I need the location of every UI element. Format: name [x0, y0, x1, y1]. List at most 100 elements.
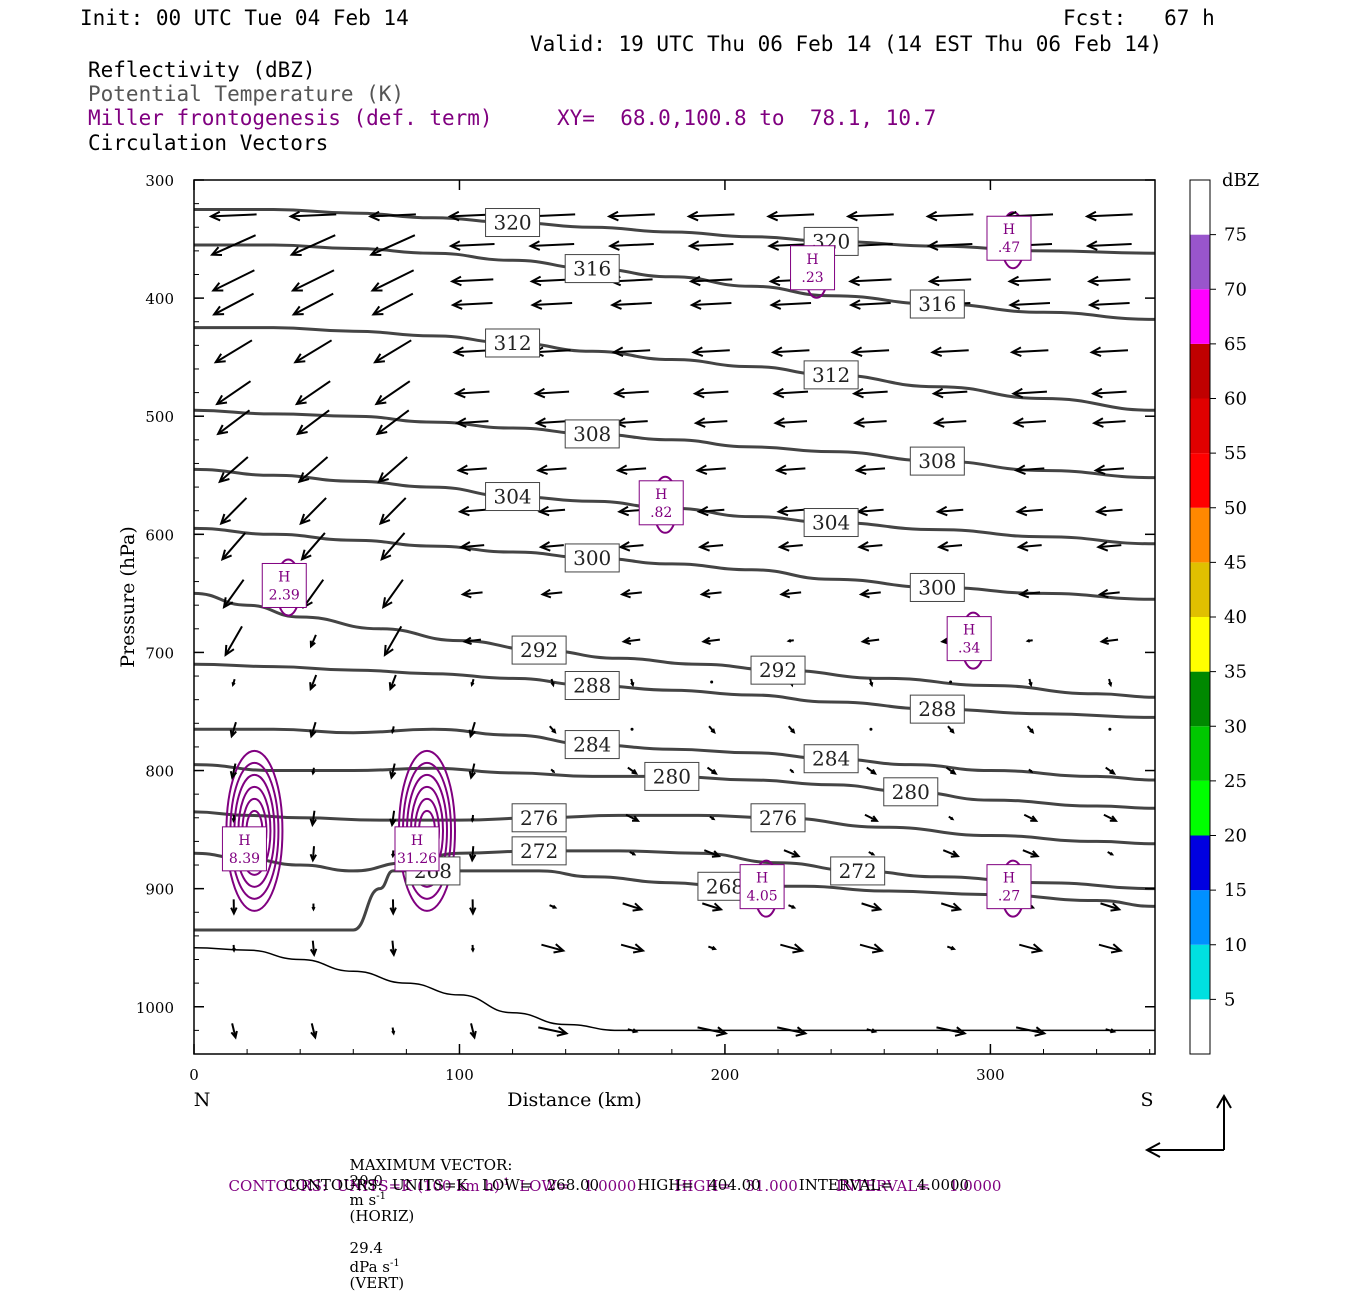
- south-label: S: [1140, 1089, 1153, 1111]
- colorbar-label: 5: [1224, 989, 1235, 1010]
- theta-label-320-0: 320: [486, 209, 540, 237]
- theta-label-280-1: 280: [884, 778, 938, 806]
- vector-head: [392, 854, 394, 856]
- colorbar-label: 15: [1224, 880, 1247, 901]
- vector-head: [392, 730, 394, 733]
- colorbar-label: 10: [1224, 935, 1247, 956]
- colorbar-label: 55: [1224, 443, 1247, 464]
- vector-dot: [1108, 728, 1111, 731]
- vector-head: [472, 948, 474, 950]
- colorbar-segment: [1190, 945, 1210, 1000]
- theta-label-text: 268: [706, 874, 744, 898]
- reference-vector: [1147, 1096, 1231, 1157]
- colorbar-segment: [1190, 344, 1210, 399]
- colorbar-segment: [1190, 617, 1210, 672]
- colorbar-segment: [1190, 890, 1210, 945]
- fronto-max-7: H 4.05: [740, 865, 784, 909]
- theta-label-288-0: 288: [565, 672, 619, 700]
- colorbar-segment: [1190, 508, 1210, 563]
- theta-label-text: 320: [493, 211, 531, 235]
- y-tick-label: 900: [145, 881, 174, 899]
- colorbar-segment: [1190, 781, 1210, 836]
- theta-label-text: 300: [573, 546, 611, 570]
- vector-head: [1028, 640, 1030, 642]
- vector-dot: [949, 680, 952, 683]
- vector-arrow: [392, 850, 394, 856]
- colorbar-segment: [1190, 836, 1210, 891]
- theta-label-text: 316: [918, 292, 956, 316]
- x-tick-label: 0: [189, 1066, 199, 1084]
- max-vector-horiz-tag: (HORIZ): [350, 1207, 415, 1225]
- fronto-max-h: H: [278, 569, 290, 585]
- colorbar-label: 65: [1224, 334, 1247, 355]
- theta-label-292-1: 292: [751, 656, 805, 684]
- theta-label-text: 304: [493, 485, 531, 509]
- theta-label-text: 288: [573, 674, 611, 698]
- theta-label-288-1: 288: [910, 695, 964, 723]
- fronto-max-value: .34: [958, 641, 980, 657]
- fronto-max-6: H .34: [947, 617, 991, 661]
- y-axis-label: Pressure (hPa): [117, 526, 139, 668]
- y-tick-label: 700: [145, 644, 174, 662]
- theta-contour-info: CONTOURS: UNITS=K LOW= 268.00 HIGH= 404.…: [284, 1177, 969, 1193]
- fronto-max-8: H.27: [987, 865, 1031, 909]
- fronto-max-value: 4.05: [747, 889, 778, 905]
- colorbar-label: 30: [1224, 716, 1247, 737]
- vector-arrow: [233, 945, 235, 951]
- vector-dot: [631, 728, 634, 731]
- theta-label-308-1: 308: [910, 447, 964, 475]
- theta-label-text: 276: [759, 806, 797, 830]
- vector-arrow: [233, 815, 235, 821]
- colorbar-segment: [1190, 399, 1210, 454]
- theta-label-text: 308: [573, 422, 611, 446]
- theta-label-304-0: 304: [486, 483, 540, 511]
- x-tick-label: 300: [976, 1066, 1005, 1084]
- colorbar-segment: [1190, 726, 1210, 781]
- y-tick-label: 600: [145, 526, 174, 544]
- theta-label-284-1: 284: [804, 745, 858, 773]
- fronto-max-value: .82: [650, 505, 672, 521]
- theta-label-text: 280: [892, 780, 930, 804]
- theta-label-text: 288: [918, 697, 956, 721]
- theta-label-text: 292: [520, 638, 558, 662]
- colorbar-label: 35: [1224, 662, 1247, 683]
- vector-dot: [710, 680, 713, 683]
- y-tick-label: 1000: [136, 999, 174, 1017]
- colorbar-segment: [1190, 999, 1210, 1054]
- vector-head: [233, 818, 235, 820]
- vector-head: [392, 1031, 394, 1034]
- max-vector-vert-value: 29.4: [350, 1239, 383, 1257]
- theta-label-272-0: 272: [512, 837, 566, 865]
- theta-label-text: 272: [839, 859, 877, 883]
- x-tick-label: 200: [711, 1066, 740, 1084]
- vector-head: [233, 682, 235, 685]
- vector-arrow: [472, 945, 474, 951]
- colorbar-segment: [1190, 453, 1210, 508]
- fronto-max-5: H.47: [987, 216, 1031, 260]
- colorbar-label: 45: [1224, 552, 1247, 573]
- vector-dot: [869, 728, 872, 731]
- fronto-max-value: .47: [998, 240, 1020, 256]
- vector-head: [791, 770, 793, 771]
- theta-label-text: 272: [520, 839, 558, 863]
- fronto-max-0: H2.39: [262, 563, 306, 607]
- x-tick-label: 100: [445, 1066, 474, 1084]
- fronto-max-value: 8.39: [229, 851, 260, 867]
- theta-label-304-1: 304: [804, 509, 858, 537]
- theta-label-text: 312: [812, 363, 850, 387]
- max-vector-vert-tag: (VERT): [350, 1274, 405, 1292]
- fronto-max-h: H: [963, 623, 975, 639]
- vector-head: [472, 682, 474, 685]
- vector-head: [472, 818, 474, 820]
- fronto-max-1: H8.39: [222, 827, 266, 871]
- colorbar-label: 75: [1224, 225, 1247, 246]
- colorbar-label: 50: [1224, 498, 1247, 519]
- theta-label-280-0: 280: [645, 762, 699, 790]
- theta-label-text: 284: [573, 733, 611, 757]
- theta-label-text: 280: [653, 764, 691, 788]
- theta-label-284-0: 284: [565, 731, 619, 759]
- theta-label-276-1: 276: [751, 804, 805, 832]
- fronto-max-h: H: [756, 871, 768, 887]
- theta-label-300-0: 300: [565, 544, 619, 572]
- theta-label-text: 316: [573, 257, 611, 281]
